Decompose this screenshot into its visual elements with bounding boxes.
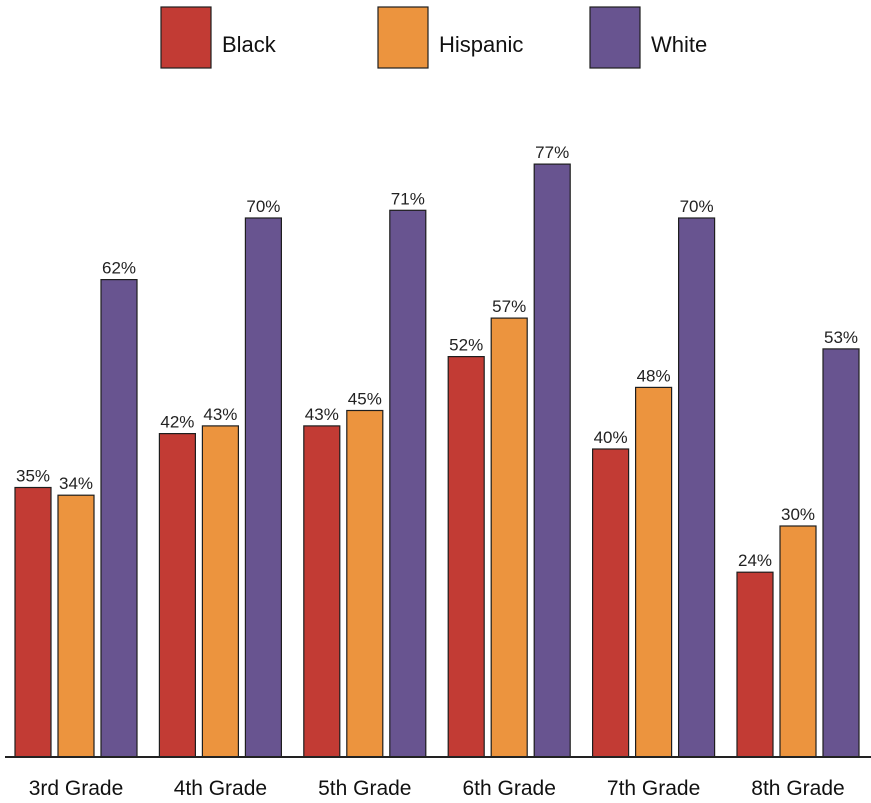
- bar-3rd-grade-black: [14, 486, 52, 758]
- bar-5th-grade-white: [389, 209, 427, 758]
- bar-6th-grade-white: [533, 163, 571, 758]
- category-label-8th-grade: 8th Grade: [751, 777, 844, 800]
- value-label-3rd-grade-hispanic: 34%: [59, 474, 93, 493]
- value-label-5th-grade-white: 71%: [391, 189, 425, 208]
- value-label-6th-grade-hispanic: 57%: [492, 297, 526, 316]
- value-label-3rd-grade-white: 62%: [102, 259, 136, 278]
- category-labels: 3rd Grade 4th Grade 5th Grade 6th Grade 7th …: [29, 777, 845, 800]
- legend-swatch-black: [160, 6, 212, 69]
- value-label-6th-grade-white: 77%: [535, 143, 569, 162]
- value-label-8th-grade-white: 53%: [824, 328, 858, 347]
- value-label-8th-grade-hispanic: 30%: [781, 505, 815, 524]
- value-label-5th-grade-hispanic: 45%: [348, 390, 382, 409]
- bar-5th-grade-hispanic: [346, 409, 384, 758]
- bar-4th-grade-hispanic: [201, 425, 239, 758]
- bar-8th-grade-hispanic: [779, 525, 817, 758]
- bar-5th-grade-black: [303, 425, 341, 758]
- value-label-6th-grade-black: 52%: [449, 336, 483, 355]
- value-label-3rd-grade-black: 35%: [16, 467, 50, 486]
- bar-8th-grade-white: [822, 348, 860, 758]
- bar-4th-grade-black: [158, 433, 196, 758]
- bar-7th-grade-hispanic: [634, 386, 673, 758]
- value-label-7th-grade-black: 40%: [594, 428, 628, 447]
- value-label-8th-grade-black: 24%: [738, 551, 772, 570]
- bar-6th-grade-hispanic: [490, 317, 528, 758]
- value-labels: 35% 34% 62% 42% 43% 70% 43% 45% 71% 52% 57% 77% 40% 4…: [16, 143, 858, 570]
- bar-4th-grade-white: [244, 217, 282, 758]
- bar-7th-grade-white: [677, 217, 716, 758]
- bar-7th-grade-black: [591, 448, 630, 758]
- category-label-3rd-grade: 3rd Grade: [29, 777, 124, 800]
- legend-label-white: White: [651, 32, 707, 57]
- value-label-4th-grade-hispanic: 43%: [203, 405, 237, 424]
- value-label-7th-grade-hispanic: 48%: [637, 366, 671, 385]
- category-label-7th-grade: 7th Grade: [607, 777, 700, 800]
- value-label-7th-grade-white: 70%: [680, 197, 714, 216]
- legend-label-black: Black: [222, 32, 277, 57]
- bars: [14, 163, 860, 758]
- bar-8th-grade-black: [736, 571, 774, 758]
- legend: Black Hispanic White: [160, 6, 707, 69]
- value-label-4th-grade-white: 70%: [246, 197, 280, 216]
- bar-3rd-grade-hispanic: [57, 494, 95, 758]
- bar-6th-grade-black: [447, 356, 485, 758]
- bar-3rd-grade-white: [100, 279, 138, 758]
- value-label-5th-grade-black: 43%: [305, 405, 339, 424]
- category-label-4th-grade: 4th Grade: [174, 777, 267, 800]
- legend-swatch-white: [589, 6, 641, 69]
- legend-swatch-hispanic: [377, 6, 429, 69]
- category-label-6th-grade: 6th Grade: [462, 777, 555, 800]
- category-label-5th-grade: 5th Grade: [318, 777, 411, 800]
- value-label-4th-grade-black: 42%: [160, 413, 194, 432]
- legend-label-hispanic: Hispanic: [439, 32, 523, 57]
